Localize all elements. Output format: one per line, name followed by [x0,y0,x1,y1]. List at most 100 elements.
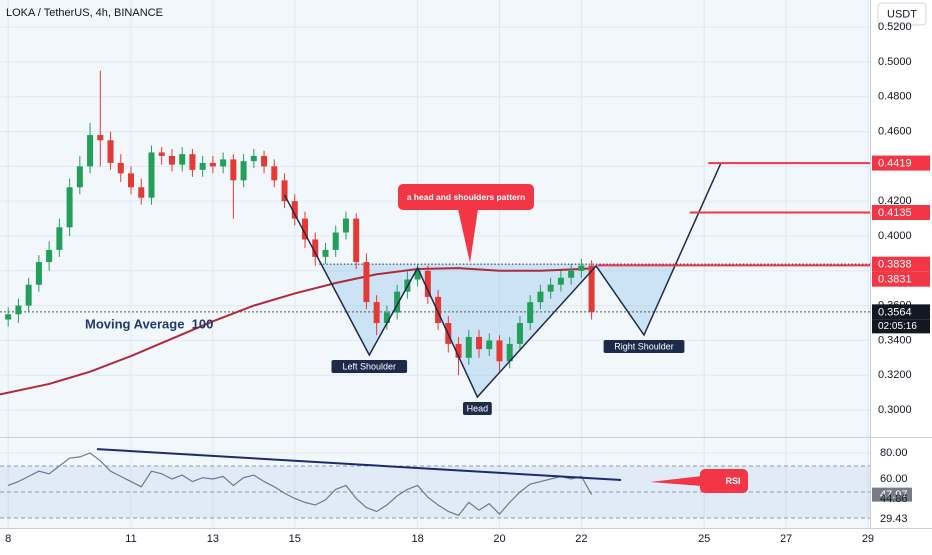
candle-body [496,340,503,362]
countdown: 02:05:16 [878,321,917,332]
x-tick-label: 15 [289,533,301,545]
callout-text: a head and shoulders pattern [407,192,526,202]
rsi-marker-label: 29.43 [880,513,908,525]
y-tick-label: 0.5200 [878,21,912,33]
rsi-trendline [96,448,622,482]
candle-body [476,336,483,350]
candle-body [250,155,257,162]
price-tag [872,256,930,272]
currency-button[interactable] [877,2,927,26]
x-tick-label: 25 [698,533,710,545]
candle-body [312,239,319,257]
price-tag [872,204,930,220]
candle-body [353,218,360,263]
rsi-marker-label: 44.86 [880,493,908,505]
candle-body [568,270,575,278]
candle-body [516,323,523,344]
price-tag [872,271,930,287]
x-tick-label: 20 [493,533,505,545]
price-tag-label: 0.4135 [878,207,912,219]
candle-body [179,154,186,165]
candle-body [97,135,104,141]
candle-body [363,262,370,303]
pattern-label: Head [467,403,489,413]
pattern-label: Left Shoulder [343,361,397,371]
candle-body [76,166,83,188]
rsi-callout-text: RSI [725,476,740,486]
rsi-pane: RSI [0,438,870,528]
x-tick-label: 22 [575,533,587,545]
candle-body [414,270,421,280]
candle-body [547,284,554,292]
y-tick-label: 0.3000 [878,404,912,416]
candle-body [291,201,298,219]
x-tick-label: 29 [862,533,874,545]
candle-body [220,159,227,167]
candle-body [15,305,22,315]
x-tick-label: 11 [125,533,136,545]
pattern-fill [321,264,676,397]
candle-body [486,340,493,350]
candle-body [117,162,124,174]
price-tag [872,304,930,320]
y-tick-label: 60.00 [880,473,908,485]
pattern-label-box [603,340,685,354]
countdown-box [872,319,930,334]
candle-body [209,162,216,167]
candle-body [322,249,329,257]
y-tick-label: 0.4800 [878,91,912,103]
x-tick-label: 18 [411,533,423,545]
candle-body [465,336,472,358]
pattern-label-box [331,360,408,374]
pattern-line [283,162,722,399]
candle-body [66,187,73,228]
candle-body [281,180,288,202]
candle-body [158,152,165,156]
candle-body [578,265,585,271]
candle-body [189,154,196,170]
rsi-marker-label: 47.97 [880,489,908,501]
moving-average [0,267,594,396]
price-tag [872,155,930,171]
candle-body [506,343,513,362]
price-tag-label: 0.3838 [878,259,912,271]
currency-label[interactable]: USDT [887,8,917,20]
rsi-callout-pointer [650,476,702,486]
candle-body [394,291,401,313]
candle-body [148,152,155,198]
x-tick-label: 13 [207,533,219,545]
y-tick-label: 0.5000 [878,56,912,68]
candle-body [35,262,42,285]
candle-body [435,296,442,324]
candle-body [332,232,339,250]
y-tick-label: 0.3400 [878,334,912,346]
y-tick-label: 0.4600 [878,125,912,137]
y-tick-label: 0.4200 [878,195,912,207]
callout-box [398,184,534,210]
candle-body [107,140,114,163]
candle-body [271,166,278,181]
candle-body [87,135,94,167]
candle-body [25,284,32,306]
rsi-callout-box [700,469,748,493]
candle-body [383,312,390,324]
candle-body [261,155,268,167]
candle-body [537,291,544,303]
candle-body [342,218,349,233]
pattern-label: Right Shoulder [614,341,674,351]
price-tag-label: 0.3564 [878,306,912,318]
candle-body [5,314,12,320]
candle-body [128,173,135,188]
candle-body [138,187,145,198]
y-tick-label: 0.4000 [878,230,912,242]
candle-body [230,159,237,181]
x-tick-label: 27 [780,533,792,545]
candle-body [56,227,63,250]
rsi-line [7,452,593,517]
candle-body [199,162,206,170]
pattern-label-box [462,401,492,415]
x-tick-label: 8 [5,533,11,545]
ma-label: Moving Average 100 [85,316,213,331]
